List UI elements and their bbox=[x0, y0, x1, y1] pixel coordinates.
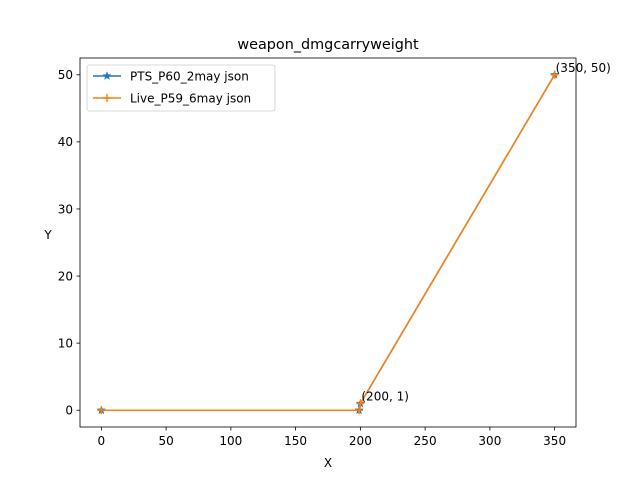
y-tick-label: 40 bbox=[58, 135, 73, 149]
y-tick-label: 50 bbox=[58, 68, 73, 82]
series-2-point bbox=[550, 70, 559, 79]
y-tick-label: 20 bbox=[58, 269, 73, 283]
y-axis-label: Y bbox=[43, 228, 52, 242]
x-tick-label: 350 bbox=[543, 434, 566, 448]
legend-label: Live_P59_6may json bbox=[130, 92, 251, 106]
series-layer bbox=[96, 69, 560, 415]
x-tick-label: 250 bbox=[414, 434, 437, 448]
legend-frame bbox=[86, 64, 276, 112]
legend-marker bbox=[103, 94, 111, 102]
legend-item: Live_P59_6may json bbox=[93, 92, 251, 106]
x-axis-label: X bbox=[324, 456, 332, 470]
y-tick-label: 30 bbox=[58, 202, 73, 216]
point-annotation: (350, 50) bbox=[556, 61, 611, 75]
point-annotation: (200, 1) bbox=[361, 390, 409, 404]
chart-title: weapon_dmgcarryweight bbox=[237, 37, 419, 53]
x-tick-label: 200 bbox=[349, 434, 372, 448]
series-2-point bbox=[356, 399, 365, 408]
x-tick-label: 0 bbox=[98, 434, 106, 448]
x-tick-label: 300 bbox=[478, 434, 501, 448]
y-tick-label: 10 bbox=[58, 336, 73, 350]
legend-item: PTS_P60_2may json bbox=[93, 70, 249, 84]
legend-marker bbox=[102, 71, 112, 81]
x-axis-ticks: 0 50 100 150 200 250 300 350 bbox=[98, 427, 566, 448]
x-tick-label: 150 bbox=[284, 434, 307, 448]
series-2-point bbox=[97, 406, 106, 415]
series-2-point bbox=[355, 406, 364, 415]
annotation-layer: (200, 1) (350, 50) bbox=[361, 61, 610, 404]
legend: PTS_P60_2may json Live_P59_6may json bbox=[86, 64, 276, 112]
x-tick-label: 50 bbox=[158, 434, 173, 448]
legend-label: PTS_P60_2may json bbox=[130, 70, 249, 84]
plot-area bbox=[80, 58, 576, 427]
axes-frame bbox=[79, 57, 577, 428]
x-tick-label: 100 bbox=[219, 434, 242, 448]
y-axis-ticks: 0 10 20 30 40 50 bbox=[58, 68, 80, 418]
y-tick-label: 0 bbox=[65, 404, 73, 418]
